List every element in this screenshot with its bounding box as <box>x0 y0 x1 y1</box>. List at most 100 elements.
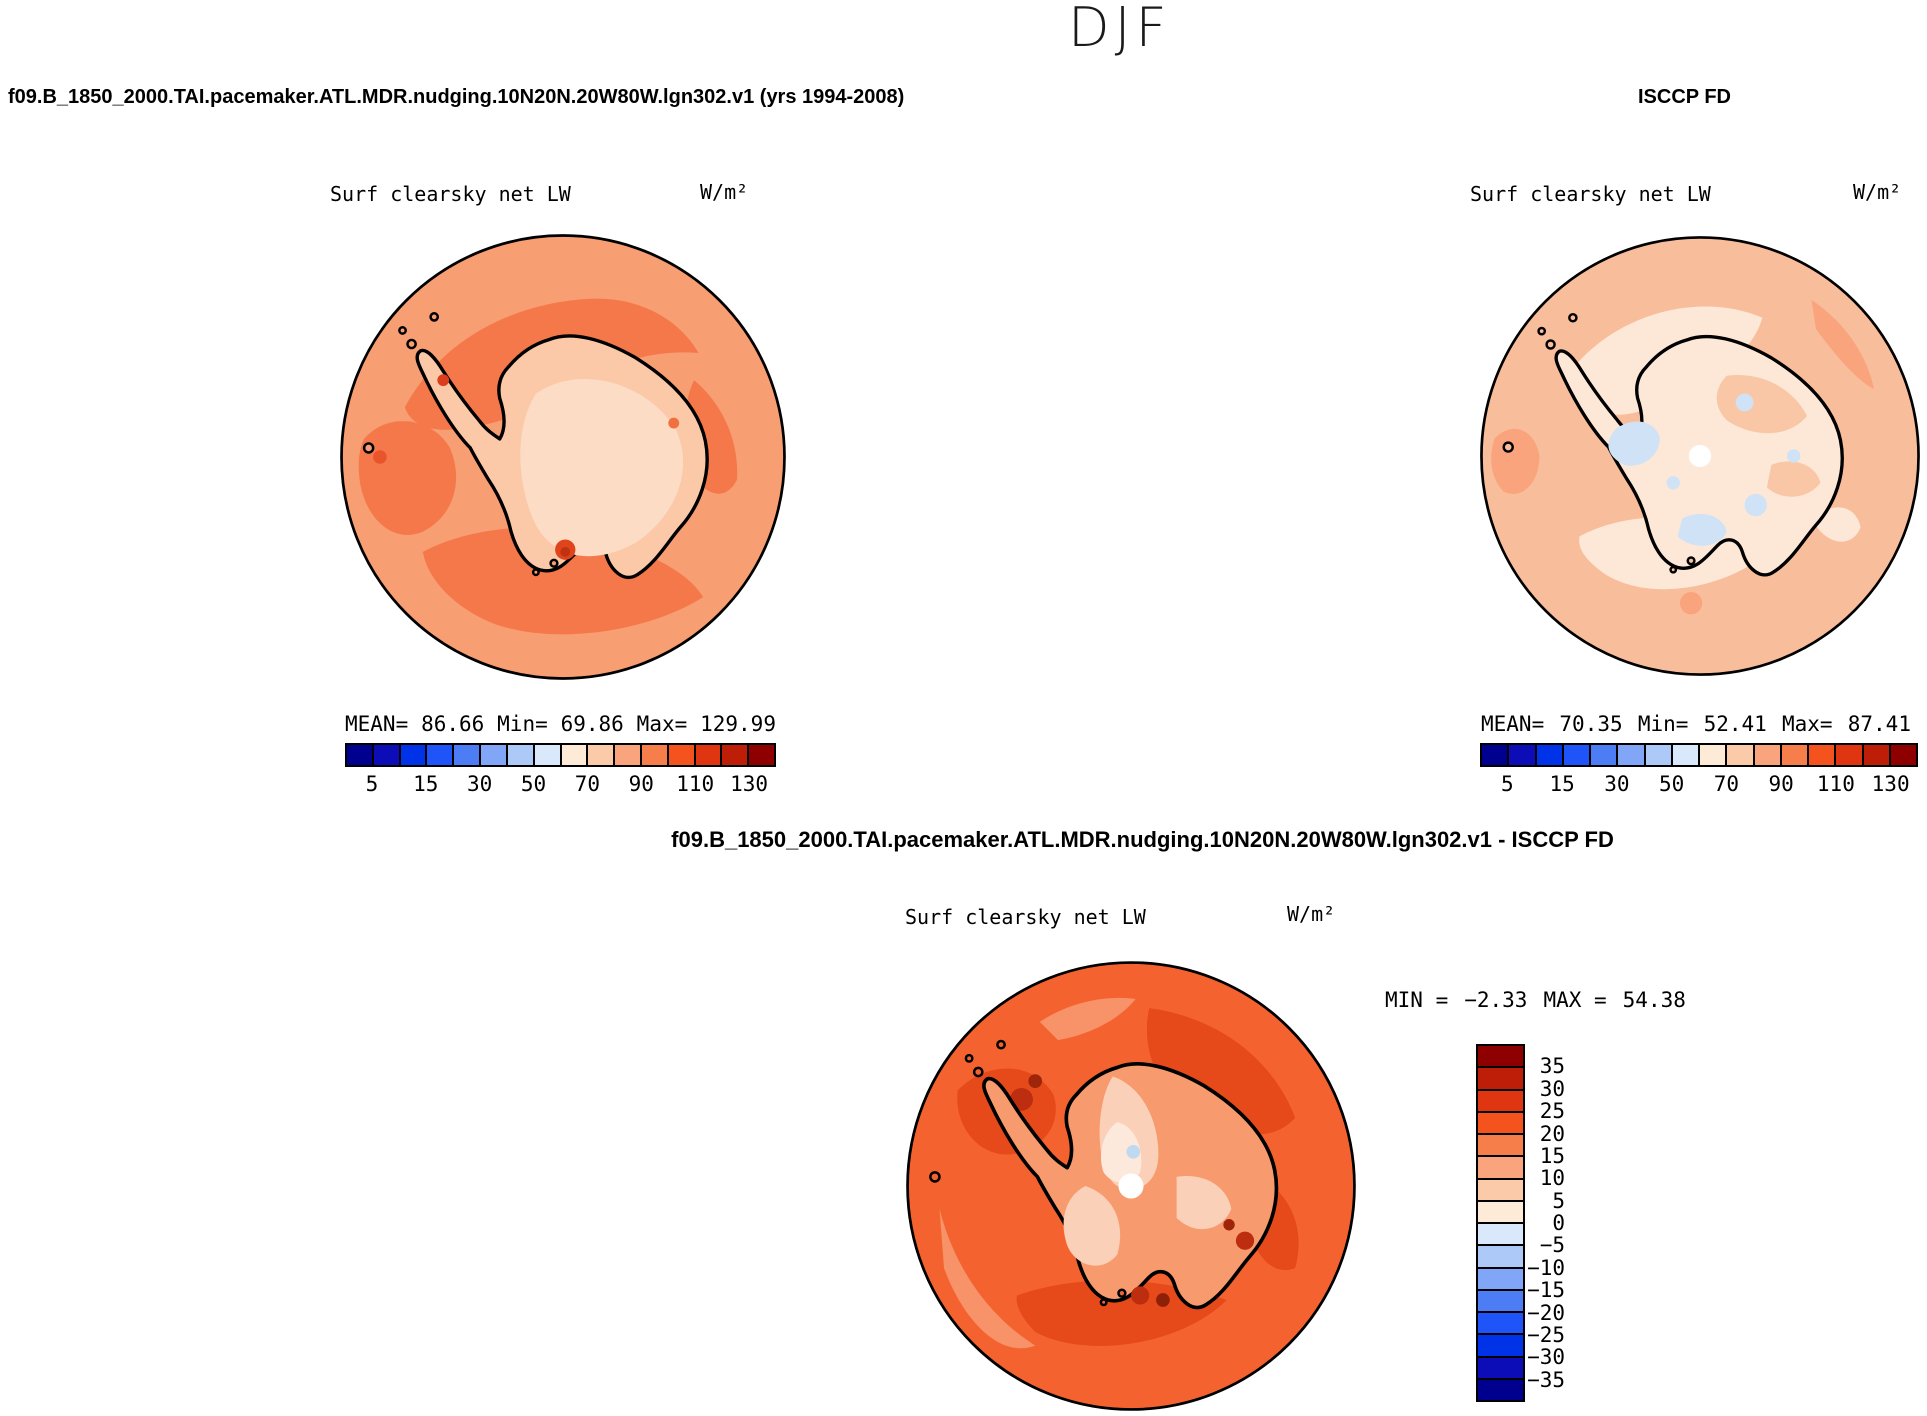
colorbar-cell <box>722 745 750 765</box>
obs-stats: MEAN= 70.35 Min= 52.41 Max= 87.41 <box>1481 712 1911 736</box>
diff-header: f09.B_1850_2000.TAI.pacemaker.ATL.MDR.nu… <box>671 827 1614 852</box>
colorbar-cell <box>1645 745 1673 765</box>
model-run-header: f09.B_1850_2000.TAI.pacemaker.ATL.MDR.nu… <box>8 86 905 108</box>
colorbar-cell <box>1478 1224 1523 1247</box>
model-stats: MEAN= 86.66 Min= 69.86 Max= 129.99 <box>345 712 776 736</box>
colorbar-cell <box>1478 1135 1523 1158</box>
min-label: Min= <box>497 712 548 736</box>
colorbar-tick-label: 50 <box>1658 772 1685 796</box>
season-title: DJF <box>1068 0 1172 59</box>
colorbar-cell <box>1478 1335 1523 1358</box>
colorbar-cell <box>615 745 642 765</box>
colorbar-tick-label: 0 <box>1552 1211 1565 1235</box>
colorbar-cell <box>561 745 589 765</box>
diff-colorbar <box>1476 1044 1525 1402</box>
colorbar-cell <box>400 745 428 765</box>
min-value: −2.33 <box>1464 988 1528 1012</box>
model-colorbar-ticks: 5 15 30 50 70 90 110 130 <box>345 772 776 802</box>
colorbar-cell <box>1563 745 1591 765</box>
colorbar-cell <box>695 745 723 765</box>
colorbar-tick-label: 25 <box>1539 1099 1565 1124</box>
obs-colorbar-ticks: 5 15 30 50 70 90 110 130 <box>1480 772 1918 802</box>
colorbar-tick-label: 15 <box>1549 772 1575 796</box>
colorbar-cell <box>1618 745 1646 765</box>
colorbar-cell <box>1863 745 1891 765</box>
colorbar-cell <box>641 745 669 765</box>
colorbar-cell <box>1591 745 1619 765</box>
colorbar-tick-label: 110 <box>1816 772 1855 796</box>
mean-label: MEAN= <box>345 712 409 736</box>
mean-label: MEAN= <box>1481 712 1545 736</box>
colorbar-tick-label: 35 <box>1539 1054 1565 1079</box>
colorbar-tick-label: 30 <box>1539 1076 1565 1101</box>
obs-units-label: W/m² <box>1853 180 1902 204</box>
mean-value: 70.35 <box>1559 712 1623 736</box>
max-value: 87.41 <box>1847 712 1911 736</box>
colorbar-cell <box>1478 1357 1523 1380</box>
colorbar-tick-label: 70 <box>574 772 601 796</box>
colorbar-cell <box>1478 1313 1523 1336</box>
colorbar-tick-label: 15 <box>1539 1143 1565 1168</box>
colorbar-tick-label: 30 <box>467 772 493 796</box>
colorbar-tick-label: 130 <box>1871 772 1910 796</box>
colorbar-cell <box>1478 1112 1523 1135</box>
colorbar-tick-label: 20 <box>1539 1121 1565 1146</box>
colorbar-tick-label: 130 <box>730 772 769 796</box>
colorbar-tick-label: 5 <box>1552 1188 1565 1213</box>
colorbar-tick-label: −5 <box>1539 1233 1565 1258</box>
colorbar-tick-label: 110 <box>676 772 715 796</box>
colorbar-cell <box>1478 1068 1523 1091</box>
colorbar-cell <box>1478 1157 1523 1180</box>
colorbar-cell <box>1509 745 1537 765</box>
colorbar-cell <box>1672 745 1700 765</box>
diff-map <box>906 961 1356 1411</box>
max-label: Max= <box>636 712 688 736</box>
colorbar-tick-label: 5 <box>1501 772 1514 796</box>
colorbar-tick-label: −30 <box>1527 1345 1565 1370</box>
colorbar-cell <box>1482 745 1510 765</box>
mean-value: 86.66 <box>421 712 485 736</box>
colorbar-cell <box>373 745 401 765</box>
colorbar-cell <box>1890 745 1916 765</box>
obs-dataset-header: ISCCP FD <box>1638 86 1731 108</box>
colorbar-cell <box>1700 745 1728 765</box>
obs-colorbar <box>1480 743 1918 767</box>
colorbar-cell <box>1478 1201 1523 1224</box>
max-label: Max= <box>1781 712 1833 736</box>
colorbar-cell <box>1478 1179 1523 1202</box>
colorbar-tick-label: 10 <box>1539 1166 1565 1191</box>
colorbar-tick-label: −20 <box>1527 1300 1565 1325</box>
model-field-label: Surf clearsky net LW <box>330 182 571 206</box>
colorbar-tick-label: 15 <box>413 772 439 796</box>
model-colorbar <box>345 743 776 767</box>
colorbar-cell <box>1478 1268 1523 1291</box>
colorbar-tick-label: 5 <box>365 772 379 796</box>
colorbar-cell <box>427 745 455 765</box>
diff-minmax: MIN = −2.33 MAX = 54.38 <box>1385 988 1686 1012</box>
obs-field-label: Surf clearsky net LW <box>1470 182 1711 206</box>
max-value: 54.38 <box>1622 988 1686 1012</box>
diff-field-label: Surf clearsky net LW <box>905 905 1146 929</box>
colorbar-cell <box>1478 1379 1523 1400</box>
model-units-label: W/m² <box>700 180 749 204</box>
colorbar-tick-label: −10 <box>1527 1255 1565 1280</box>
colorbar-tick-label: −35 <box>1527 1367 1565 1392</box>
colorbar-cell <box>1478 1090 1523 1113</box>
colorbar-cell <box>1478 1246 1523 1269</box>
colorbar-tick-label: 90 <box>628 772 654 796</box>
min-label: MIN = <box>1385 988 1449 1012</box>
colorbar-cell <box>668 745 696 765</box>
colorbar-cell <box>1781 745 1809 765</box>
colorbar-tick-label: 30 <box>1604 772 1630 796</box>
diff-units-label: W/m² <box>1287 902 1336 926</box>
min-label: Min= <box>1637 712 1689 736</box>
colorbar-cell <box>1754 745 1782 765</box>
min-value: 52.41 <box>1703 712 1767 736</box>
colorbar-cell <box>534 745 562 765</box>
colorbar-cell <box>454 745 482 765</box>
colorbar-tick-label: 50 <box>520 772 547 796</box>
model-map <box>340 234 786 680</box>
colorbar-cell <box>1809 745 1837 765</box>
colorbar-cell <box>347 745 374 765</box>
